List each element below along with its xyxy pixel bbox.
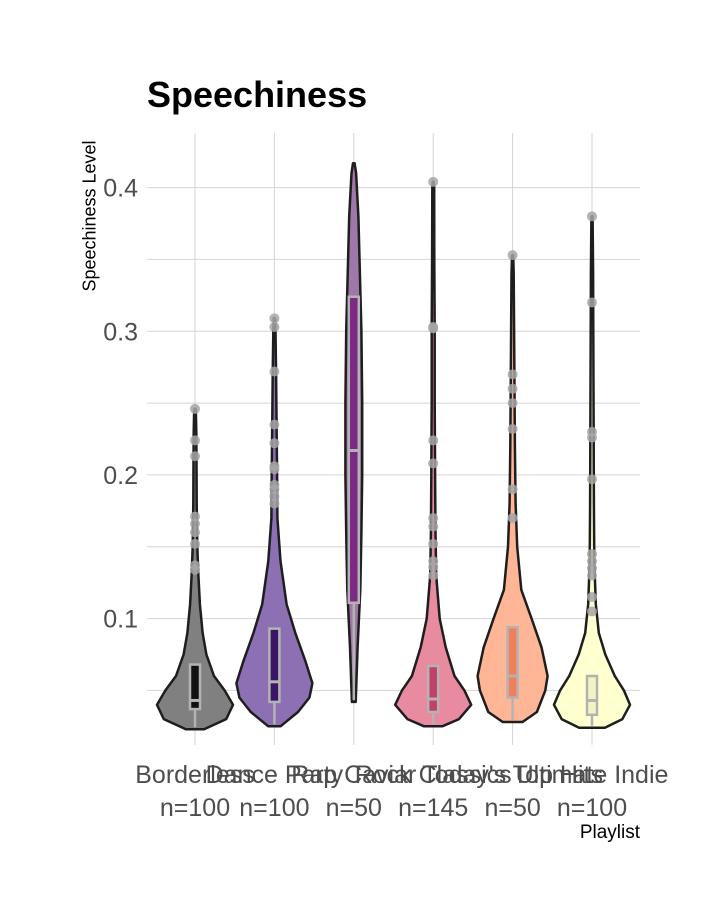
y-tick-label: 0.2: [103, 462, 138, 490]
outlier-point: [428, 538, 439, 549]
outlier-point: [587, 563, 597, 574]
outlier-point: [428, 176, 439, 187]
outlier-point: [428, 435, 439, 446]
x-tick-count: n=145: [398, 794, 468, 822]
outlier-point: [190, 435, 200, 446]
gridlines: [147, 133, 640, 745]
outlier-point: [269, 321, 280, 332]
outlier-point: [507, 484, 518, 495]
outlier-point: [507, 513, 518, 524]
box-body: [506, 625, 519, 699]
box-body: [426, 664, 440, 714]
x-tick-count: n=50: [484, 794, 540, 822]
outlier-point: [190, 511, 200, 522]
axis-ticks: 0.1 0.2 0.3 0.4 Borderless n=100 Dance Party n=…: [103, 175, 668, 822]
box-body: [188, 663, 202, 711]
outlier-point: [587, 570, 597, 581]
outlier-point: [190, 518, 200, 529]
outlier-point: [269, 484, 280, 495]
y-tick-label: 0.4: [103, 175, 138, 203]
outlier-point: [428, 570, 439, 581]
outlier-point: [428, 513, 439, 524]
x-tick-label: Rap Caviar: [291, 761, 416, 789]
outlier-point: [428, 561, 439, 572]
x-tick-count: n=100: [239, 794, 309, 822]
box-body: [585, 674, 599, 717]
outlier-point: [190, 403, 200, 414]
x-tick-label: Rock Classics: [355, 761, 512, 789]
x-tick-label: Dance Party: [206, 761, 344, 789]
outlier-point: [428, 458, 439, 469]
violins: [155, 161, 632, 731]
outlier-point: [190, 564, 200, 575]
x-tick-count: n=100: [557, 794, 627, 822]
outlier-point: [587, 556, 597, 567]
outlier-point: [587, 606, 597, 617]
violin-5: [552, 215, 632, 730]
outlier-point: [507, 383, 518, 394]
x-tick-count: n=50: [326, 794, 382, 822]
outlier-point: [507, 423, 518, 434]
outlier-points: [190, 176, 597, 617]
outlier-point: [587, 548, 597, 559]
outlier-point: [269, 313, 280, 324]
outlier-point: [269, 491, 280, 502]
x-axis-title: Playlist: [579, 822, 640, 843]
outlier-point: [269, 464, 280, 475]
violin-3: [393, 180, 473, 728]
outlier-point: [587, 592, 597, 603]
outlier-point: [587, 474, 597, 485]
outlier-point: [190, 538, 200, 549]
outlier-point: [428, 521, 439, 532]
outlier-point: [587, 297, 597, 308]
outlier-point: [269, 419, 280, 430]
outlier-point: [507, 250, 518, 261]
x-tick-label: Ultimate Indie: [516, 761, 669, 789]
box-body: [268, 627, 281, 704]
outlier-point: [587, 211, 597, 222]
outlier-point: [507, 369, 518, 380]
boxplots: [188, 295, 599, 728]
y-tick-label: 0.3: [103, 318, 138, 346]
outlier-point: [507, 398, 518, 409]
chart-title: Speechiness: [147, 74, 368, 115]
outlier-point: [190, 527, 200, 538]
x-tick-label: Borderless: [135, 761, 255, 789]
outlier-point: [428, 323, 439, 334]
outlier-point: [269, 366, 280, 377]
outlier-point: [190, 451, 200, 462]
x-tick-label: Today's Top Hits: [422, 761, 603, 789]
outlier-point: [269, 498, 280, 509]
x-tick-count: n=100: [160, 794, 230, 822]
outlier-point: [587, 432, 597, 443]
y-tick-label: 0.1: [103, 606, 138, 634]
outlier-point: [269, 438, 280, 449]
